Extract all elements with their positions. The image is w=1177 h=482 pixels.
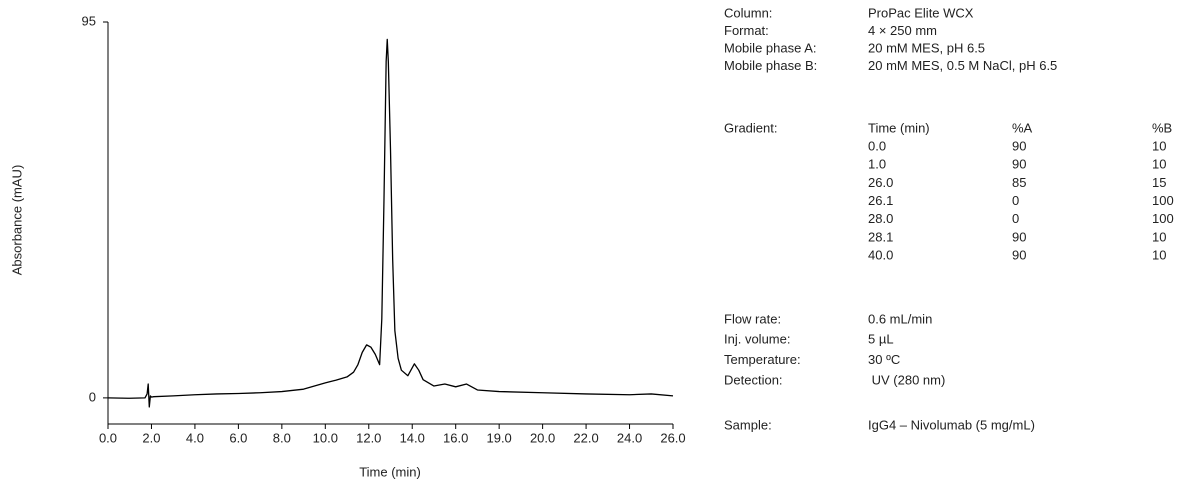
- gradient-cell: 100: [1152, 193, 1174, 208]
- x-tick-label: 19.0: [486, 430, 511, 445]
- gradient-cell: 90: [1012, 229, 1026, 244]
- gradient-cell: 28.1: [868, 229, 893, 244]
- condition-label: Detection:: [724, 372, 783, 387]
- gradient-cell: 28.0: [868, 211, 893, 226]
- condition-value: 0.6 mL/min: [868, 311, 932, 326]
- x-tick-label: 2.0: [142, 430, 160, 445]
- x-tick-label: 4.0: [186, 430, 204, 445]
- x-tick-label: 20.0: [530, 430, 555, 445]
- param-label: Mobile phase B:: [724, 58, 817, 73]
- x-tick-label: 6.0: [229, 430, 247, 445]
- y-tick-label: 95: [82, 13, 96, 28]
- x-tick-label: 10.0: [313, 430, 338, 445]
- param-label: Format:: [724, 23, 769, 38]
- x-tick-label: 14.0: [400, 430, 425, 445]
- gradient-cell: 85: [1012, 175, 1026, 190]
- gradient-cell: 1.0: [868, 157, 886, 172]
- condition-label: Temperature:: [724, 352, 801, 367]
- param-value: 4 × 250 mm: [868, 23, 937, 38]
- x-tick-label: 24.0: [617, 430, 642, 445]
- y-tick-label: 0: [89, 389, 96, 404]
- gradient-cell: 90: [1012, 248, 1026, 263]
- gradient-cell: 10: [1152, 138, 1166, 153]
- param-value: ProPac Elite WCX: [868, 5, 974, 20]
- trace: [107, 38, 674, 408]
- gradient-cell: 10: [1152, 248, 1166, 263]
- x-tick-label: 0.0: [99, 430, 117, 445]
- gradient-header: %A: [1012, 120, 1033, 135]
- param-label: Column:: [724, 5, 772, 20]
- gradient-header: Time (min): [868, 120, 930, 135]
- x-axis-label: Time (min): [359, 464, 421, 479]
- gradient-cell: 0: [1012, 211, 1019, 226]
- condition-value: 30 ºC: [868, 352, 900, 367]
- param-value: 20 mM MES, 0.5 M NaCl, pH 6.5: [868, 58, 1057, 73]
- condition-label: Inj. volume:: [724, 332, 790, 347]
- x-tick-label: 12.0: [356, 430, 381, 445]
- y-axis-label: Absorbance (mAU): [9, 165, 24, 276]
- gradient-cell: 15: [1152, 175, 1166, 190]
- x-tick-label: 8.0: [273, 430, 291, 445]
- sample-label: Sample:: [724, 417, 772, 432]
- x-tick-label: 26.0: [660, 430, 685, 445]
- gradient-cell: 26.1: [868, 193, 893, 208]
- gradient-cell: 90: [1012, 157, 1026, 172]
- gradient-cell: 26.0: [868, 175, 893, 190]
- gradient-cell: 100: [1152, 211, 1174, 226]
- condition-label: Flow rate:: [724, 311, 781, 326]
- gradient-cell: 10: [1152, 157, 1166, 172]
- param-value: 20 mM MES, pH 6.5: [868, 40, 985, 55]
- sample-value: IgG4 – Nivolumab (5 mg/mL): [868, 417, 1035, 432]
- gradient-cell: 0.0: [868, 138, 886, 153]
- gradient-label: Gradient:: [724, 120, 777, 135]
- param-label: Mobile phase A:: [724, 40, 817, 55]
- gradient-cell: 40.0: [868, 248, 893, 263]
- x-tick-label: 16.0: [443, 430, 468, 445]
- gradient-cell: 0: [1012, 193, 1019, 208]
- condition-value: 5 µL: [868, 332, 894, 347]
- gradient-cell: 90: [1012, 138, 1026, 153]
- gradient-header: %B: [1152, 120, 1172, 135]
- condition-value: UV (280 nm): [868, 372, 945, 387]
- x-tick-label: 22.0: [573, 430, 598, 445]
- gradient-cell: 10: [1152, 229, 1166, 244]
